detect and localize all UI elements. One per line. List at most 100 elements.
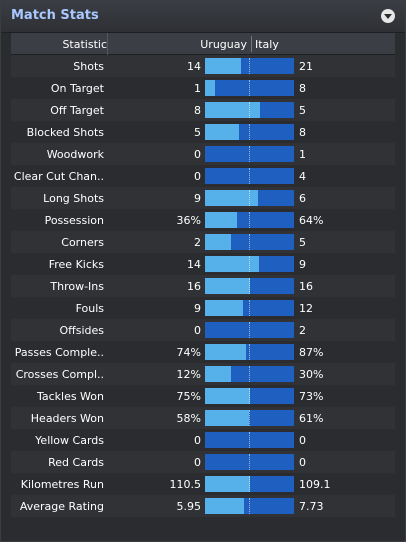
comparison-bar [205, 80, 294, 96]
column-header-statistic[interactable]: Statistic [62, 38, 107, 51]
stat-row: Passes Comple.. 74% 87% [11, 341, 395, 363]
home-share-fill [205, 344, 246, 360]
comparison-bar [205, 410, 294, 426]
home-value: 5.95 [176, 500, 202, 513]
home-share-fill [205, 366, 231, 382]
dropdown-arrow-icon[interactable] [381, 9, 395, 23]
stat-label: Corners [61, 236, 104, 249]
bar-midline [249, 102, 250, 118]
stat-row: Tackles Won 75% 73% [11, 385, 395, 407]
away-value: 12 [299, 302, 313, 315]
away-value: 16 [299, 280, 313, 293]
stat-label: Woodwork [46, 148, 104, 161]
bar-midline [249, 454, 250, 470]
home-value: 0 [194, 434, 201, 447]
column-header-away-team[interactable]: Italy [255, 38, 279, 51]
stat-label: Blocked Shots [26, 126, 104, 139]
stat-label: Average Rating [19, 500, 104, 513]
bar-midline [249, 498, 250, 514]
panel-title: Match Stats [11, 8, 99, 23]
comparison-bar [205, 278, 294, 294]
home-value: 16 [187, 280, 201, 293]
stat-label: Long Shots [43, 192, 104, 205]
bar-midline [249, 300, 250, 316]
home-value: 14 [187, 258, 201, 271]
away-value: 5 [299, 104, 306, 117]
bar-midline [249, 190, 250, 206]
stat-label: Offsides [59, 324, 104, 337]
away-value: 21 [299, 60, 313, 73]
home-share-fill [205, 80, 215, 96]
comparison-bar [205, 454, 294, 470]
stat-row: Possession 36% 64% [11, 209, 395, 231]
stat-label: Red Cards [48, 456, 104, 469]
stat-row: Kilometres Run 110.5 109.1 [11, 473, 395, 495]
home-value: 2 [194, 236, 201, 249]
comparison-bar [205, 498, 294, 514]
stat-label: Shots [73, 60, 104, 73]
stat-label: Yellow Cards [35, 434, 104, 447]
bar-midline [249, 80, 250, 96]
comparison-bar [205, 300, 294, 316]
home-share-fill [205, 278, 250, 294]
home-value: 1 [194, 82, 201, 95]
stat-row: Blocked Shots 5 8 [11, 121, 395, 143]
panel-header: Match Stats [1, 1, 405, 33]
away-value: 9 [299, 258, 306, 271]
home-value: 110.5 [169, 478, 202, 491]
bar-midline [249, 476, 250, 492]
bar-midline [249, 344, 250, 360]
home-value: 8 [194, 104, 201, 117]
comparison-bar [205, 344, 294, 360]
stat-label: Fouls [75, 302, 104, 315]
comparison-bar [205, 234, 294, 250]
stat-label: Headers Won [30, 412, 104, 425]
stat-label: Off Target [50, 104, 104, 117]
stat-row: Crosses Compl.. 12% 30% [11, 363, 395, 385]
home-share-fill [205, 234, 231, 250]
column-header-home-team[interactable]: Uruguay [200, 38, 247, 51]
bar-midline [249, 168, 250, 184]
bar-midline [249, 256, 250, 272]
home-value: 0 [194, 170, 201, 183]
stat-row: Offsides 0 2 [11, 319, 395, 341]
home-value: 0 [194, 324, 201, 337]
home-share-fill [205, 388, 250, 404]
comparison-bar [205, 168, 294, 184]
home-share-fill [205, 190, 258, 206]
away-value: 73% [299, 390, 324, 403]
comparison-bar [205, 146, 294, 162]
stat-label: Crosses Compl.. [15, 368, 104, 381]
stat-row: Average Rating 5.95 7.73 [11, 495, 395, 517]
away-value: 5 [299, 236, 306, 249]
bar-midline [249, 432, 250, 448]
bar-midline [249, 322, 250, 338]
stat-row: Headers Won 58% 61% [11, 407, 395, 429]
stat-row: On Target 1 8 [11, 77, 395, 99]
stat-row: Throw-Ins 16 16 [11, 275, 395, 297]
comparison-bar [205, 124, 294, 140]
away-value: 8 [299, 82, 306, 95]
comparison-bar [205, 388, 294, 404]
away-value: 0 [299, 434, 306, 447]
home-share-fill [205, 212, 237, 228]
home-value: 9 [194, 302, 201, 315]
home-value: 74% [176, 346, 201, 359]
away-value: 1 [299, 148, 306, 161]
column-divider [251, 36, 252, 52]
away-value: 6 [299, 192, 306, 205]
comparison-bar [205, 58, 294, 74]
home-share-fill [205, 58, 241, 74]
table-header: Statistic Uruguay Italy [11, 33, 395, 55]
stat-row: Long Shots 9 6 [11, 187, 395, 209]
home-value: 75% [176, 390, 201, 403]
comparison-bar [205, 102, 294, 118]
stats-rows: Shots 14 21 On Target 1 8 Off Target 8 5 Blocked … [11, 55, 395, 517]
stat-label: Free Kicks [48, 258, 104, 271]
home-value: 58% [176, 412, 201, 425]
away-value: 109.1 [299, 478, 331, 491]
stat-label: Throw-Ins [50, 280, 104, 293]
away-value: 7.73 [299, 500, 324, 513]
home-share-fill [205, 498, 244, 514]
